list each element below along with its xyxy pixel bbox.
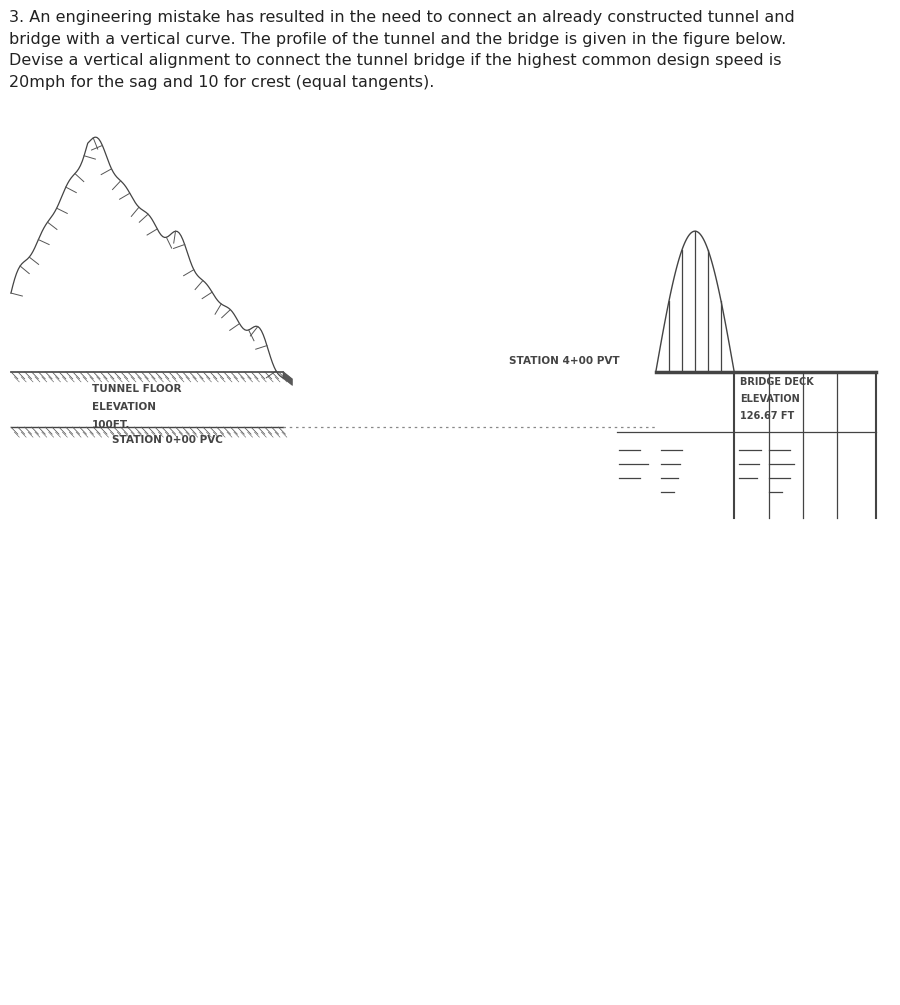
Text: 126.67 FT: 126.67 FT (740, 411, 795, 421)
Text: ELEVATION: ELEVATION (93, 402, 157, 412)
Text: STATION 4+00 PVT: STATION 4+00 PVT (508, 356, 619, 366)
Text: 100FT.: 100FT. (93, 420, 130, 430)
Text: TUNNEL FLOOR: TUNNEL FLOOR (93, 384, 182, 394)
Text: 3. An engineering mistake has resulted in the need to connect an already constru: 3. An engineering mistake has resulted i… (9, 10, 795, 89)
Text: BRIDGE DECK: BRIDGE DECK (740, 377, 814, 387)
Text: STATION 0+00 PVC: STATION 0+00 PVC (112, 435, 223, 445)
Text: ELEVATION: ELEVATION (740, 394, 800, 404)
